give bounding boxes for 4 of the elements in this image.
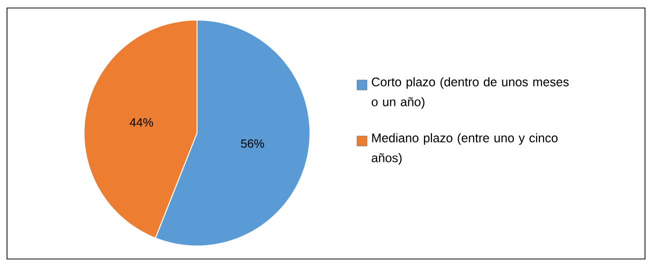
legend-label: Mediano plazo (entre uno y cinco años) [372, 133, 558, 165]
legend-label: Corto plazo (dentro de unos meses o un año) [372, 77, 569, 109]
data-label: 44% [130, 118, 154, 127]
data-label: 56% [241, 139, 264, 148]
